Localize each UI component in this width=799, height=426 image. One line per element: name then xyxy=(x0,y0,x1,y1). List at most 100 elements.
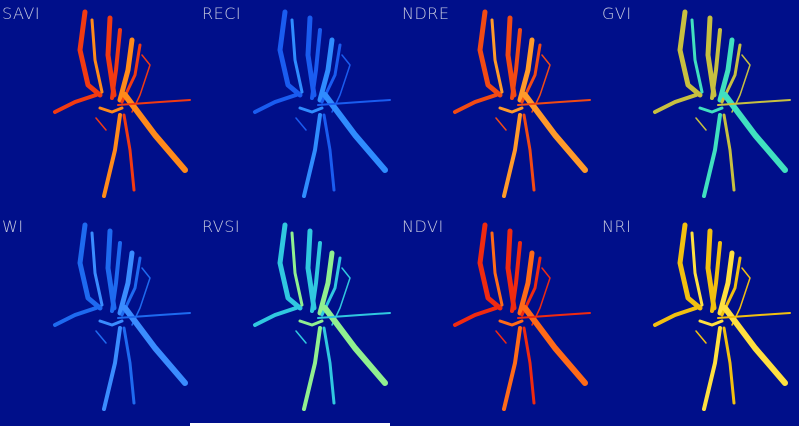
leaf xyxy=(522,326,536,405)
leaf xyxy=(690,231,704,307)
panel-reci: RECI xyxy=(200,0,399,213)
leaf xyxy=(310,28,322,100)
leaf xyxy=(505,228,517,311)
leaf xyxy=(490,231,504,307)
leaf xyxy=(510,28,522,100)
panel-label: NDVI xyxy=(402,217,444,236)
leaf xyxy=(253,306,298,327)
panel-savi: SAVI xyxy=(0,0,199,213)
leaf xyxy=(477,222,503,311)
leaf xyxy=(295,330,307,344)
leaf xyxy=(77,222,103,311)
leaf xyxy=(722,326,736,405)
leaf xyxy=(698,106,724,114)
leaf xyxy=(322,305,388,386)
leaf xyxy=(310,241,322,313)
leaf xyxy=(505,15,517,98)
panel-nri: NRI xyxy=(600,213,799,426)
leaf xyxy=(522,92,588,173)
leaf xyxy=(98,106,124,114)
leaf xyxy=(495,117,507,131)
leaf xyxy=(698,319,724,327)
panel-ndvi: NDVI xyxy=(400,213,599,426)
leaf xyxy=(695,330,707,344)
leaf xyxy=(277,222,303,311)
leaf xyxy=(502,113,522,198)
panel-wi: WI xyxy=(0,213,199,426)
leaf xyxy=(322,326,336,405)
leaf xyxy=(122,305,188,386)
plant-image xyxy=(53,9,191,198)
leaf xyxy=(77,9,103,98)
leaf xyxy=(722,113,736,192)
leaf xyxy=(498,319,524,327)
leaf xyxy=(122,92,188,173)
leaf xyxy=(510,241,522,313)
leaf xyxy=(453,306,498,327)
panel-label: RECI xyxy=(202,4,242,23)
leaf xyxy=(95,117,107,131)
leaf xyxy=(317,250,335,316)
leaf xyxy=(302,326,322,411)
leaf xyxy=(298,319,324,327)
leaf xyxy=(690,18,704,94)
leaf xyxy=(95,330,107,344)
leaf xyxy=(677,9,703,98)
leaf xyxy=(705,15,717,98)
panel-ndre: NDRE xyxy=(400,0,599,213)
leaf xyxy=(477,9,503,98)
leaf xyxy=(277,9,303,98)
leaf xyxy=(717,250,735,316)
leaf xyxy=(295,117,307,131)
leaf xyxy=(498,106,524,114)
leaf xyxy=(722,305,788,386)
leaf xyxy=(102,113,122,198)
leaf xyxy=(653,93,698,114)
leaf xyxy=(90,231,104,307)
leaf xyxy=(495,330,507,344)
leaf xyxy=(117,250,135,316)
leaf xyxy=(322,113,336,192)
leaf xyxy=(53,306,98,327)
leaf xyxy=(490,18,504,94)
leaf xyxy=(305,228,317,311)
plant-image xyxy=(253,222,391,411)
leaf xyxy=(122,113,136,192)
leaf xyxy=(653,306,698,327)
leaf xyxy=(302,113,322,198)
leaf xyxy=(290,231,304,307)
plant-image xyxy=(253,9,391,198)
plant-image xyxy=(453,9,591,198)
leaf xyxy=(453,93,498,114)
leaf xyxy=(110,28,122,100)
leaf xyxy=(105,15,117,98)
leaf xyxy=(722,92,788,173)
plant-image xyxy=(453,222,591,411)
leaf xyxy=(710,241,722,313)
leaf xyxy=(317,99,391,106)
panel-label: WI xyxy=(2,217,24,236)
panel-label: SAVI xyxy=(2,4,41,23)
plant-image xyxy=(653,222,791,411)
leaf xyxy=(253,93,298,114)
leaf xyxy=(290,18,304,94)
leaf xyxy=(677,222,703,311)
leaf xyxy=(102,326,122,411)
leaf xyxy=(710,28,722,100)
leaf xyxy=(110,241,122,313)
leaf xyxy=(117,99,191,106)
leaf xyxy=(122,326,136,405)
leaf xyxy=(695,117,707,131)
plant-image xyxy=(653,9,791,198)
leaf xyxy=(322,92,388,173)
leaf xyxy=(317,312,391,319)
leaf xyxy=(522,305,588,386)
panel-gvi: GVI xyxy=(600,0,799,213)
panel-label: NRI xyxy=(602,217,632,236)
bottom-edge-strip xyxy=(190,423,390,426)
leaf xyxy=(117,37,135,103)
leaf xyxy=(298,106,324,114)
leaf xyxy=(717,37,735,103)
leaf xyxy=(517,250,535,316)
